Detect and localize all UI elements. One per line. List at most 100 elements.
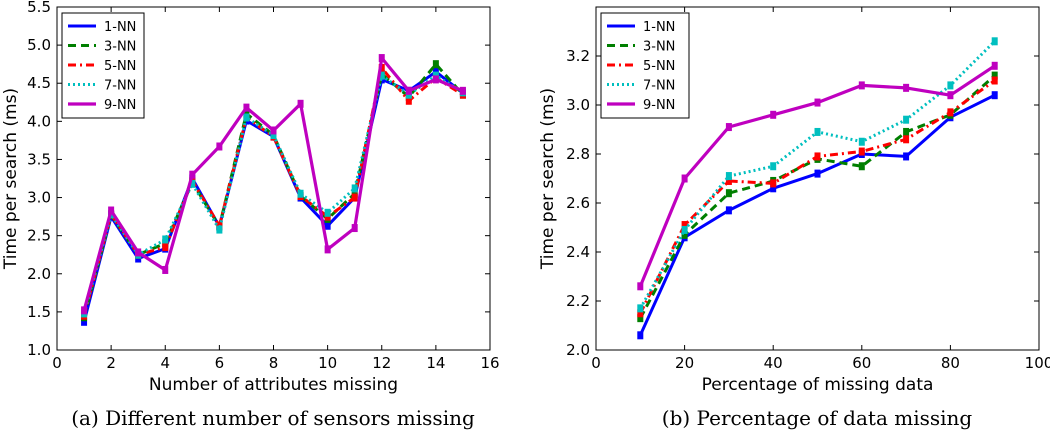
x-tick-label: 4: [160, 354, 170, 372]
legend-label: 9-NN: [104, 98, 136, 113]
x-tick-label: 16: [480, 354, 499, 372]
panel-a: 0 2 4 6 8 10 12 14 16 1.0 1.5 2.0 2.5 3.0 3.5 4.0 4.5 5.0…: [1, 0, 500, 430]
data-point-1-NN: [770, 184, 777, 193]
data-point-7-NN: [725, 172, 732, 181]
legend-label: 1-NN: [643, 20, 675, 35]
y-tick-label: 3.0: [27, 189, 51, 207]
data-point-7-NN: [947, 81, 954, 90]
data-point-9-NN: [637, 282, 644, 291]
data-point-3-NN: [858, 162, 865, 171]
data-point-5-NN: [637, 309, 644, 318]
y-tick-label: 2.8: [566, 145, 590, 163]
data-point-7-NN: [378, 71, 385, 80]
data-point-7-NN: [324, 208, 331, 217]
x-tick-label: 60: [852, 354, 871, 372]
data-point-3-NN: [991, 71, 998, 80]
data-point-5-NN: [814, 152, 821, 161]
data-point-3-NN: [681, 230, 688, 239]
data-point-1-NN: [903, 152, 910, 161]
data-point-9-NN: [378, 54, 385, 63]
y-axis-label: Time per search (ms): [538, 88, 558, 270]
data-point-9-NN: [991, 61, 998, 70]
data-point-3-NN: [637, 314, 644, 323]
data-point-9-NN: [947, 91, 954, 100]
data-point-5-NN: [947, 108, 954, 117]
x-tick-label: 80: [941, 354, 960, 372]
y-tick-label: 5.5: [27, 0, 51, 16]
x-tick-label: 40: [764, 354, 783, 372]
data-point-9-NN: [135, 248, 142, 257]
legend-label: 1-NN: [104, 20, 136, 35]
y-tick-label: 4.5: [27, 74, 51, 92]
data-point-9-NN: [162, 265, 169, 274]
data-point-7-NN: [991, 37, 998, 46]
x-tick-label: 0: [591, 354, 601, 372]
legend-label: 3-NN: [643, 40, 675, 55]
x-tick-label: 100: [1025, 354, 1050, 372]
data-point-1-NN: [324, 221, 331, 230]
x-tick-label: 8: [269, 354, 279, 372]
data-point-7-NN: [858, 137, 865, 146]
data-point-5-NN: [681, 221, 688, 230]
y-tick-label: 2.0: [27, 265, 51, 283]
caption: (b) Percentage of data missing: [662, 406, 973, 430]
data-point-9-NN: [351, 224, 358, 233]
y-tick-label: 2.5: [27, 227, 51, 245]
data-point-9-NN: [903, 83, 910, 92]
data-point-9-NN: [459, 86, 466, 95]
legend-label: 5-NN: [643, 59, 675, 74]
data-point-3-NN: [432, 60, 439, 69]
data-point-5-NN: [858, 147, 865, 156]
data-point-7-NN: [814, 127, 821, 136]
data-point-9-NN: [324, 245, 331, 254]
data-point-5-NN: [991, 76, 998, 85]
data-point-9-NN: [189, 170, 196, 179]
x-tick-label: 14: [426, 354, 445, 372]
data-point-7-NN: [162, 235, 169, 244]
data-point-9-NN: [814, 98, 821, 107]
data-point-9-NN: [270, 126, 277, 135]
legend: 1-NN 3-NN 5-NN 7-NN 9-NN: [61, 12, 145, 119]
y-tick-label: 3.2: [566, 47, 590, 65]
data-point-1-NN: [725, 206, 732, 215]
data-point-9-NN: [681, 174, 688, 183]
x-tick-label: 10: [318, 354, 337, 372]
data-point-7-NN: [351, 184, 358, 193]
data-point-7-NN: [903, 115, 910, 124]
data-point-9-NN: [432, 75, 439, 84]
data-point-5-NN: [725, 176, 732, 185]
data-point-1-NN: [991, 91, 998, 100]
caption: (a) Different number of sensors missing: [71, 406, 475, 430]
panel-b: 0 20 40 60 80 100 2.0 2.2 2.4 2.6 2.8 3.0 3.2 Percent…: [538, 6, 1050, 430]
data-point-3-NN: [725, 189, 732, 198]
data-point-7-NN: [270, 131, 277, 140]
data-point-5-NN: [405, 96, 412, 105]
legend-label: 7-NN: [643, 79, 675, 94]
legend: 1-NN 3-NN 5-NN 7-NN 9-NN: [600, 12, 690, 119]
data-point-7-NN: [243, 113, 250, 122]
data-point-5-NN: [903, 135, 910, 144]
data-point-9-NN: [81, 306, 88, 315]
y-tick-label: 1.5: [27, 303, 51, 321]
data-point-9-NN: [108, 206, 115, 215]
data-point-7-NN: [297, 189, 304, 198]
data-point-9-NN: [216, 142, 223, 151]
x-tick-label: 20: [675, 354, 694, 372]
data-point-7-NN: [770, 162, 777, 171]
y-tick-label: 5.0: [27, 36, 51, 54]
data-point-9-NN: [858, 81, 865, 90]
y-tick-label: 3.5: [27, 150, 51, 168]
y-tick-label: 3.0: [566, 96, 590, 114]
legend-label: 3-NN: [104, 40, 136, 55]
legend-label: 7-NN: [104, 79, 136, 94]
x-axis-label: Percentage of missing data: [702, 375, 934, 395]
data-point-9-NN: [770, 110, 777, 119]
data-point-5-NN: [351, 193, 358, 202]
data-point-1-NN: [81, 317, 88, 326]
data-point-5-NN: [162, 243, 169, 252]
x-axis-label: Number of attributes missing: [149, 375, 398, 395]
y-tick-label: 2.4: [566, 243, 590, 261]
data-point-9-NN: [243, 103, 250, 112]
legend-label: 5-NN: [104, 59, 136, 74]
